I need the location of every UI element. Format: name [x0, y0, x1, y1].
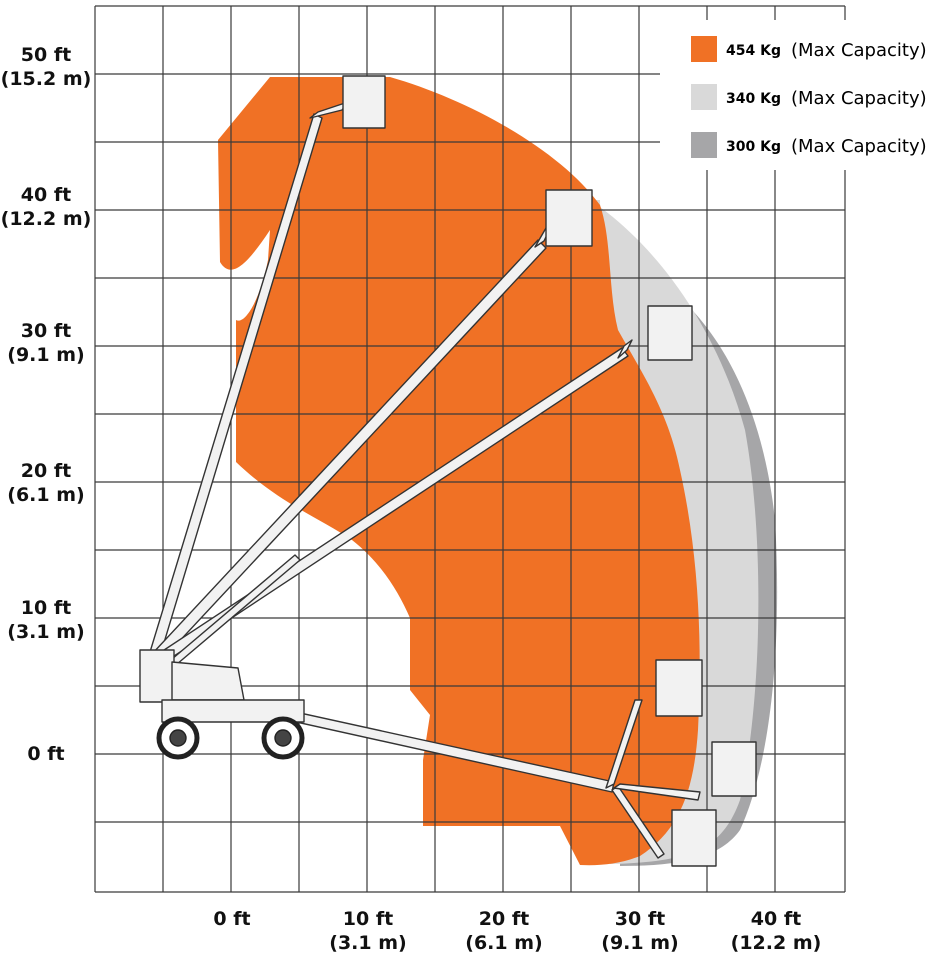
- jib-4: [605, 699, 643, 789]
- x-tick-10ft-m: (3.1 m): [329, 932, 406, 954]
- x-tick-20ft: 20 ft: [479, 908, 529, 930]
- legend-label-300: (Max Capacity): [791, 136, 927, 157]
- x-tick-0ft: 0 ft: [213, 908, 250, 930]
- y-tick-10ft: 10 ft: [21, 597, 71, 619]
- y-tick-40ft-m: (12.2 m): [1, 208, 92, 230]
- x-tick-40ft: 40 ft: [751, 908, 801, 930]
- legend-kg-454: 454 Kg: [726, 43, 781, 59]
- basket-1: [342, 75, 386, 129]
- capacity-zones: [218, 77, 778, 866]
- rear-hub: [169, 729, 187, 747]
- zone-454kg: [218, 77, 700, 866]
- y-tick-10ft-m: (3.1 m): [7, 621, 84, 643]
- counterweight: [139, 649, 175, 703]
- front-hub: [274, 729, 292, 747]
- x-tick-10ft: 10 ft: [343, 908, 393, 930]
- y-tick-30ft-m: (9.1 m): [7, 344, 84, 366]
- x-tick-30ft-m: (9.1 m): [601, 932, 678, 954]
- jib-6: [613, 783, 701, 801]
- legend-kg-300: 300 Kg: [726, 139, 781, 155]
- boom-lift-illustration: [139, 75, 757, 867]
- legend-swatch-300kg: [691, 132, 717, 158]
- chassis: [139, 649, 305, 760]
- y-axis-labels: 50 ft (15.2 m) 40 ft (12.2 m) 30 ft (9.1…: [1, 44, 92, 765]
- jib-3: [617, 339, 633, 359]
- x-tick-20ft-m: (6.1 m): [465, 932, 542, 954]
- x-tick-30ft: 30 ft: [615, 908, 665, 930]
- y-tick-0ft: 0 ft: [27, 743, 64, 765]
- y-tick-20ft-m: (6.1 m): [7, 484, 84, 506]
- basket-2: [545, 189, 593, 247]
- legend: 454 Kg (Max Capacity) 340 Kg (Max Capaci…: [660, 20, 928, 170]
- y-tick-30ft: 30 ft: [21, 320, 71, 342]
- legend-kg-340: 340 Kg: [726, 91, 781, 107]
- basket-5: [711, 741, 757, 797]
- basket-6: [671, 809, 717, 867]
- legend-label-454: (Max Capacity): [791, 40, 927, 61]
- y-tick-50ft-m: (15.2 m): [1, 68, 92, 90]
- x-tick-40ft-m: (12.2 m): [731, 932, 822, 954]
- y-tick-20ft: 20 ft: [21, 460, 71, 482]
- legend-swatch-340kg: [691, 84, 717, 110]
- turntable: [171, 661, 245, 701]
- x-axis-labels: 0 ft 10 ft (3.1 m) 20 ft (6.1 m) 30 ft (…: [213, 908, 821, 954]
- y-tick-50ft: 50 ft: [21, 44, 71, 66]
- basket-3: [647, 305, 693, 361]
- y-tick-40ft: 40 ft: [21, 184, 71, 206]
- legend-swatch-454kg: [691, 36, 717, 62]
- base: [161, 699, 305, 723]
- baskets: [342, 75, 757, 867]
- legend-label-340: (Max Capacity): [791, 88, 927, 109]
- basket-4: [655, 659, 703, 717]
